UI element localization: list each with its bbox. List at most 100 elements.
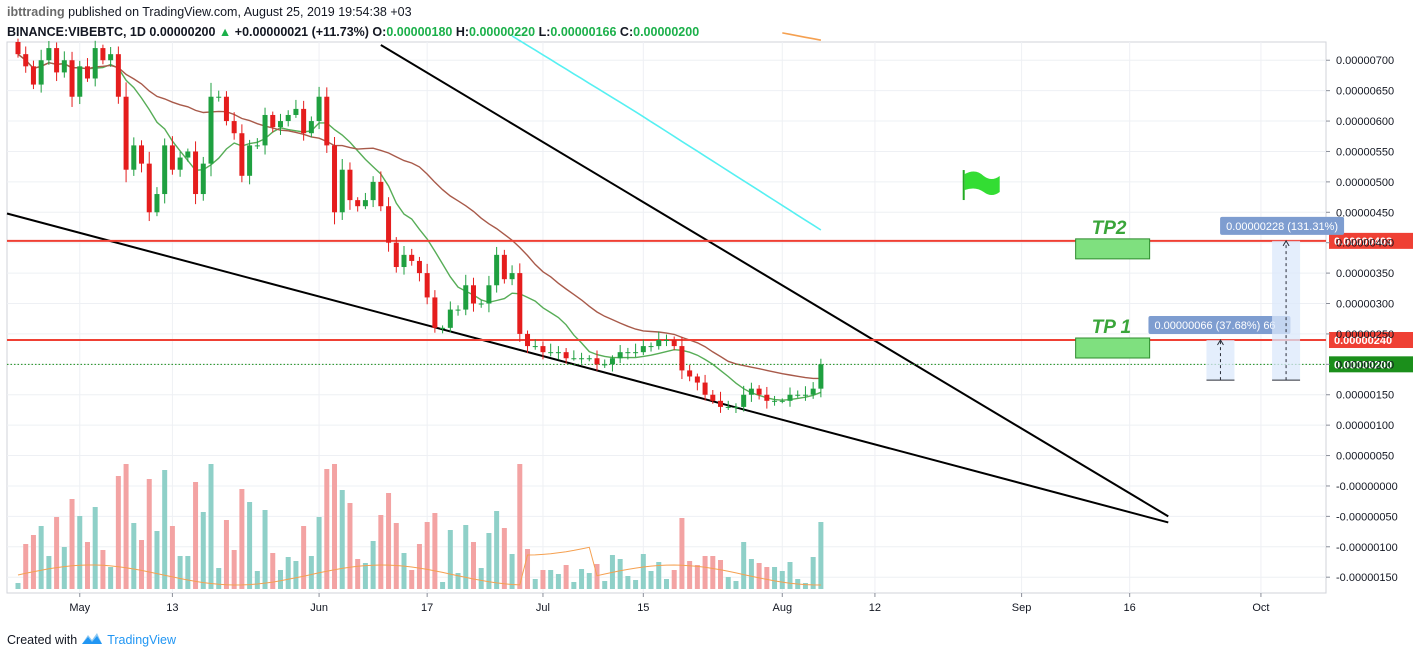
wedge-lower-line — [6, 212, 1169, 524]
volume-bar — [239, 489, 245, 589]
candle-body — [262, 114, 268, 146]
candle-body — [563, 352, 569, 359]
volume-bar — [324, 469, 330, 589]
candle-body — [270, 114, 276, 128]
y-tick-label: 0.00000300 — [1336, 299, 1394, 311]
candle-body — [92, 48, 98, 79]
price-tag — [1329, 232, 1413, 249]
candle-body — [347, 169, 353, 201]
tradingview-brand[interactable]: TradingView — [107, 632, 176, 647]
volume-bar — [656, 562, 662, 589]
price-tag-label: 0.00000240 — [1334, 335, 1392, 347]
measure-tag — [1220, 216, 1345, 235]
volume-bar — [633, 580, 639, 589]
candle-body — [779, 400, 785, 402]
volume-bar — [223, 520, 229, 589]
candle-body — [633, 352, 639, 354]
candle-body — [702, 382, 708, 395]
candle-body — [787, 394, 793, 401]
candle-body — [231, 121, 237, 134]
candle-body — [594, 358, 600, 365]
candle-body — [100, 48, 106, 61]
y-tick-label: 0.00000600 — [1336, 116, 1394, 128]
x-tick-label: May — [69, 602, 90, 614]
volume-bar — [92, 507, 98, 589]
volume-bar — [139, 540, 145, 589]
candle-body — [741, 394, 747, 407]
candle-body — [223, 96, 229, 122]
candle-body — [540, 346, 546, 353]
candle-body — [802, 394, 808, 396]
volume-bar — [185, 556, 191, 589]
candle-body — [617, 352, 623, 359]
candle-body — [139, 145, 145, 164]
y-tick-label: -0.00000150 — [1336, 572, 1398, 584]
candle-body — [710, 394, 716, 401]
change-value: +0.00000021 (+11.73%) — [234, 25, 369, 39]
volume-bar — [764, 567, 770, 589]
volume-bar — [625, 576, 631, 589]
candle-body — [69, 60, 75, 97]
author-name[interactable]: ibttrading — [7, 5, 65, 19]
volume-bar — [277, 570, 283, 589]
y-tick-label: -0.00000100 — [1336, 542, 1398, 554]
trend-lines — [6, 44, 1169, 524]
candle-body — [718, 400, 724, 407]
candle-body — [301, 108, 307, 134]
candle-body — [602, 364, 608, 366]
candle-body — [23, 54, 29, 67]
candle-body — [764, 394, 770, 401]
ma-mid-line — [17, 53, 821, 380]
x-tick-label: Sep — [1012, 602, 1032, 614]
volume-bar — [131, 523, 137, 589]
candle-body — [671, 340, 677, 347]
candle-body — [463, 285, 469, 310]
candle-body — [679, 346, 685, 371]
volume-bar — [563, 565, 569, 589]
volume-bar — [787, 562, 793, 589]
candle-body — [571, 358, 577, 360]
volume-bar — [154, 531, 160, 589]
volume-bar — [486, 533, 492, 589]
y-tick-label: 0.00000250 — [1336, 329, 1394, 341]
price-tag — [1329, 332, 1413, 349]
current-price-tag — [1329, 356, 1413, 373]
candle-body — [216, 96, 222, 98]
high-label: H: — [455, 25, 470, 39]
candle-body — [432, 297, 438, 328]
volume-bar — [339, 490, 345, 589]
current-price-tag-label: 0.00000200 — [1334, 359, 1392, 371]
volume-bar — [123, 464, 129, 589]
candle-body — [640, 346, 646, 353]
candle-body — [725, 406, 731, 408]
candle-body — [247, 145, 253, 176]
candles — [15, 38, 824, 413]
volume-bar — [440, 582, 446, 589]
volume-bar — [115, 476, 121, 589]
volume-bar — [378, 515, 384, 589]
volume-bar — [193, 482, 199, 589]
volume-bar — [463, 525, 469, 589]
candle-body — [795, 394, 801, 396]
candle-body — [810, 388, 816, 395]
volume-bar — [108, 567, 114, 589]
volume-bar — [247, 502, 253, 589]
price-tag-label: 0.00000403 — [1334, 236, 1392, 248]
candle-body — [254, 145, 260, 147]
volume-bar — [200, 512, 206, 589]
volume-bar — [741, 542, 747, 589]
symbol-label[interactable]: BINANCE:VIBEBTC, 1D — [7, 25, 146, 39]
candle-body — [38, 60, 44, 85]
target-label: TP 1 — [1092, 317, 1131, 338]
volume-bar — [146, 479, 152, 589]
candle-body — [648, 346, 654, 348]
volume-bar — [401, 553, 407, 589]
volume-bar — [687, 561, 693, 589]
y-tick-label: 0.00000500 — [1336, 177, 1394, 189]
volume-ma-path — [17, 546, 821, 586]
candle-body — [277, 121, 283, 128]
candle-body — [455, 309, 461, 311]
candle-body — [625, 352, 631, 354]
candle-body — [355, 200, 361, 207]
